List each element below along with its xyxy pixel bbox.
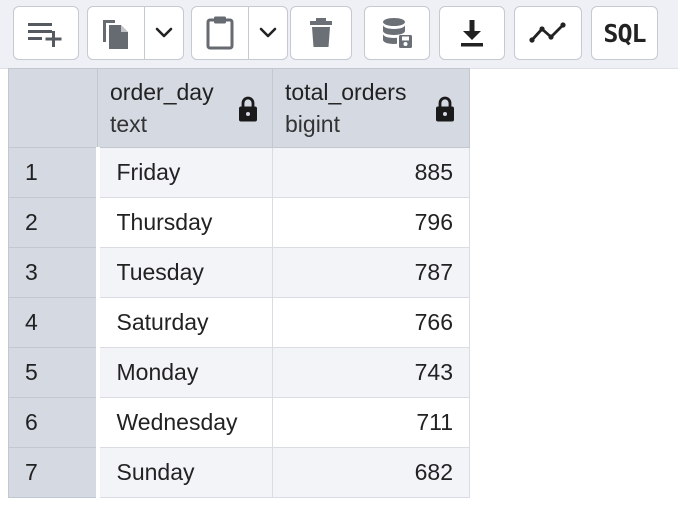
add-row-icon [28, 23, 62, 47]
paste-options-dropdown[interactable] [249, 7, 287, 59]
save-data-button[interactable] [364, 6, 430, 60]
row-number[interactable]: 2 [8, 197, 98, 248]
row-number[interactable]: 3 [8, 247, 98, 298]
grid-select-all-corner[interactable] [8, 68, 98, 148]
query-result-grid: order_day text total_orders bigint [8, 68, 470, 498]
column-type: text [110, 111, 148, 137]
cell-total-orders[interactable]: 711 [272, 397, 470, 448]
grid-header-row: order_day text total_orders bigint [8, 68, 470, 148]
delete-button[interactable] [290, 6, 352, 60]
table-row: 2 Thursday 796 [8, 197, 470, 248]
table-row: 7 Sunday 682 [8, 447, 470, 498]
table-row: 6 Wednesday 711 [8, 397, 470, 448]
cell-total-orders[interactable]: 743 [272, 347, 470, 398]
column-name: total_orders [285, 79, 407, 105]
cell-order-day[interactable]: Tuesday [95, 247, 273, 298]
row-number[interactable]: 5 [8, 347, 98, 398]
copy-button-group [87, 6, 184, 60]
cell-order-day[interactable]: Thursday [95, 197, 273, 248]
chevron-down-icon [155, 27, 173, 38]
data-grid-toolbar: SQL [0, 0, 678, 69]
cell-order-day[interactable]: Saturday [95, 297, 273, 348]
column-type: bigint [285, 111, 340, 137]
cell-total-orders[interactable]: 787 [272, 247, 470, 298]
save-data-icon [383, 18, 412, 48]
paste-icon [206, 16, 234, 50]
cell-order-day[interactable]: Wednesday [95, 397, 273, 448]
row-number[interactable]: 1 [8, 147, 98, 198]
sql-button[interactable]: SQL [591, 6, 658, 60]
table-row: 1 Friday 885 [8, 147, 470, 198]
cell-order-day[interactable]: Sunday [95, 447, 273, 498]
paste-button-group [191, 6, 288, 60]
row-number[interactable]: 7 [8, 447, 98, 498]
graph-icon [529, 22, 566, 43]
column-header-order-day[interactable]: order_day text [97, 68, 273, 148]
paste-button[interactable] [192, 7, 249, 59]
cell-order-day[interactable]: Friday [95, 147, 273, 198]
row-number[interactable]: 6 [8, 397, 98, 448]
download-button[interactable] [439, 6, 505, 60]
copy-options-dropdown[interactable] [145, 7, 183, 59]
table-row: 3 Tuesday 787 [8, 247, 470, 298]
lock-icon [436, 96, 454, 122]
cell-total-orders[interactable]: 766 [272, 297, 470, 348]
cell-total-orders[interactable]: 796 [272, 197, 470, 248]
lock-icon [239, 96, 257, 122]
add-row-button[interactable] [13, 6, 79, 60]
table-row: 5 Monday 743 [8, 347, 470, 398]
delete-icon [310, 18, 332, 47]
cell-total-orders[interactable]: 682 [272, 447, 470, 498]
copy-icon [103, 20, 128, 49]
graph-visualiser-button[interactable] [514, 6, 582, 60]
sql-button-label: SQL [603, 18, 646, 48]
column-header-total-orders[interactable]: total_orders bigint [272, 68, 470, 148]
chevron-down-icon [259, 27, 277, 38]
copy-button[interactable] [88, 7, 145, 59]
cell-total-orders[interactable]: 885 [272, 147, 470, 198]
table-row: 4 Saturday 766 [8, 297, 470, 348]
column-name: order_day [110, 79, 214, 105]
row-number[interactable]: 4 [8, 297, 98, 348]
cell-order-day[interactable]: Monday [95, 347, 273, 398]
download-icon [461, 20, 483, 47]
